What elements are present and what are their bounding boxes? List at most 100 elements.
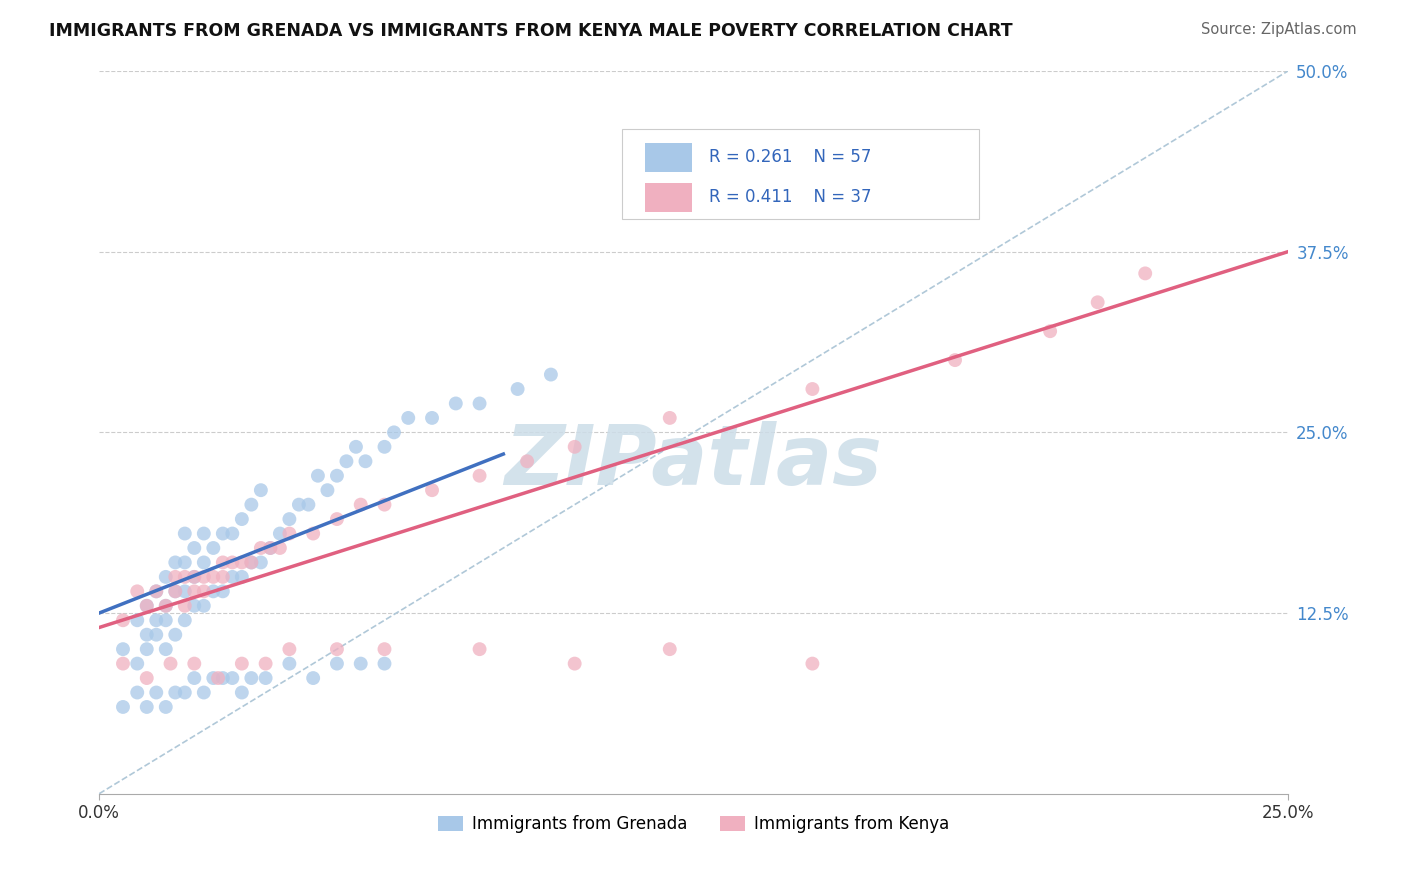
Point [326, 512, 349, 526]
Point [468, 468, 491, 483]
Point [135, 628, 157, 642]
Text: R = 0.261    N = 57: R = 0.261 N = 57 [709, 148, 872, 167]
Point [165, 685, 187, 699]
Point [211, 526, 233, 541]
Point [801, 657, 824, 671]
Point [240, 556, 263, 570]
Point [211, 671, 233, 685]
Point [1135, 266, 1157, 280]
Point [211, 556, 233, 570]
Point [183, 599, 205, 613]
Point [250, 541, 273, 555]
Point [373, 440, 395, 454]
Point [269, 541, 291, 555]
Point [354, 454, 377, 468]
Point [1039, 324, 1062, 338]
Point [183, 570, 205, 584]
Point [373, 657, 395, 671]
Point [231, 512, 253, 526]
Point [183, 584, 205, 599]
FancyBboxPatch shape [645, 183, 692, 211]
Point [307, 468, 329, 483]
Point [159, 657, 181, 671]
Point [250, 556, 273, 570]
Point [240, 556, 263, 570]
Point [278, 526, 301, 541]
Point [202, 671, 225, 685]
Point [516, 454, 538, 468]
Point [278, 512, 301, 526]
Point [221, 671, 243, 685]
Point [444, 396, 467, 410]
Point [135, 599, 157, 613]
Point [193, 570, 215, 584]
Point [1087, 295, 1109, 310]
Point [373, 642, 395, 657]
Point [316, 483, 339, 498]
Point [506, 382, 529, 396]
Point [350, 498, 373, 512]
Point [183, 657, 205, 671]
Point [173, 613, 195, 627]
Point [111, 700, 134, 714]
Point [231, 556, 253, 570]
Point [240, 671, 263, 685]
Point [173, 570, 195, 584]
Point [468, 642, 491, 657]
Point [221, 556, 243, 570]
Point [155, 599, 177, 613]
Point [127, 584, 149, 599]
Point [221, 526, 243, 541]
Point [211, 584, 233, 599]
Point [155, 599, 177, 613]
Point [259, 541, 281, 555]
Point [420, 483, 443, 498]
Point [564, 657, 586, 671]
Point [278, 642, 301, 657]
Point [382, 425, 405, 440]
Point [135, 700, 157, 714]
FancyBboxPatch shape [645, 143, 692, 172]
Point [564, 440, 586, 454]
Point [111, 642, 134, 657]
Point [350, 657, 373, 671]
Point [127, 685, 149, 699]
Point [943, 353, 966, 368]
Point [658, 642, 681, 657]
Point [145, 584, 167, 599]
FancyBboxPatch shape [623, 128, 979, 219]
Point [127, 613, 149, 627]
Point [155, 642, 177, 657]
Point [165, 628, 187, 642]
Point [202, 541, 225, 555]
Point [145, 628, 167, 642]
Point [173, 526, 195, 541]
Point [221, 570, 243, 584]
Point [183, 570, 205, 584]
Point [165, 556, 187, 570]
Point [193, 556, 215, 570]
Point [173, 685, 195, 699]
Point [111, 613, 134, 627]
Point [297, 498, 319, 512]
Text: R = 0.411    N = 37: R = 0.411 N = 37 [709, 188, 872, 206]
Point [165, 584, 187, 599]
Point [302, 671, 325, 685]
Text: Source: ZipAtlas.com: Source: ZipAtlas.com [1201, 22, 1357, 37]
Text: IMMIGRANTS FROM GRENADA VS IMMIGRANTS FROM KENYA MALE POVERTY CORRELATION CHART: IMMIGRANTS FROM GRENADA VS IMMIGRANTS FR… [49, 22, 1012, 40]
Point [269, 526, 291, 541]
Point [135, 599, 157, 613]
Point [335, 454, 357, 468]
Point [259, 541, 281, 555]
Point [202, 584, 225, 599]
Point [127, 657, 149, 671]
Point [145, 685, 167, 699]
Point [183, 541, 205, 555]
Point [173, 599, 195, 613]
Point [173, 556, 195, 570]
Point [193, 526, 215, 541]
Point [254, 671, 277, 685]
Point [468, 396, 491, 410]
Point [155, 613, 177, 627]
Point [420, 411, 443, 425]
